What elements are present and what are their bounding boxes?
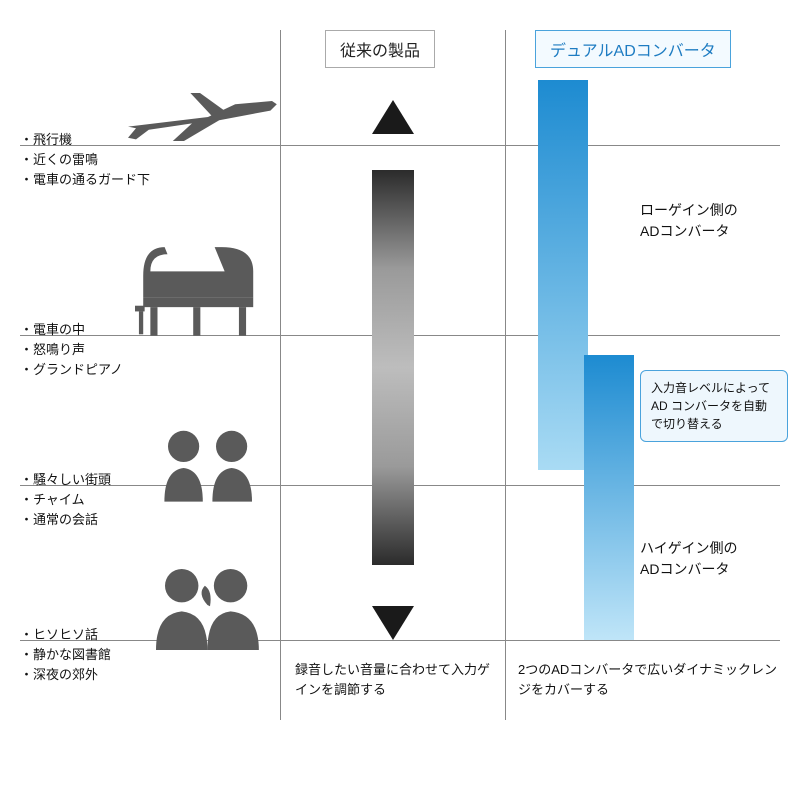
level-2-item-2: ・グランドピアノ bbox=[20, 360, 123, 380]
level-3-item-1: ・チャイム bbox=[20, 490, 111, 510]
level-4-item-2: ・深夜の郊外 bbox=[20, 665, 111, 685]
arrow-up-icon bbox=[372, 100, 414, 134]
header-conventional: 従来の製品 bbox=[325, 30, 435, 68]
arrow-down-icon bbox=[372, 606, 414, 640]
conventional-caption: 録音したい音量に合わせて入力ゲインを調節する bbox=[295, 660, 495, 699]
level-3-item-0: ・騒々しい街頭 bbox=[20, 470, 111, 490]
level-4-labels: ・ヒソヒソ話 ・静かな図書館 ・深夜の郊外 bbox=[20, 625, 111, 685]
level-3-item-2: ・通常の会話 bbox=[20, 510, 111, 530]
arrow-shaft bbox=[372, 170, 414, 565]
high-gain-bar bbox=[584, 355, 634, 640]
dual-caption: 2つのADコンバータで広いダイナミックレンジをカバーする bbox=[518, 660, 788, 699]
level-1-item-1: ・近くの雷鳴 bbox=[20, 150, 150, 170]
low-gain-bar bbox=[538, 80, 588, 470]
header-dual: デュアルADコンバータ bbox=[535, 30, 731, 68]
low-gain-label: ローゲイン側の ADコンバータ bbox=[640, 200, 738, 242]
whisper-icon bbox=[145, 560, 275, 650]
divider-2 bbox=[505, 30, 506, 720]
divider-1 bbox=[280, 30, 281, 720]
level-3-labels: ・騒々しい街頭 ・チャイム ・通常の会話 bbox=[20, 470, 111, 530]
level-4-item-1: ・静かな図書館 bbox=[20, 645, 111, 665]
piano-icon bbox=[135, 240, 280, 340]
level-2-item-1: ・怒鳴り声 bbox=[20, 340, 123, 360]
gridline-4 bbox=[20, 640, 780, 641]
level-4-item-0: ・ヒソヒソ話 bbox=[20, 625, 111, 645]
auto-switch-callout: 入力音レベルによって AD コンバータを自動 で切り替える bbox=[640, 370, 788, 442]
conventional-range-arrow bbox=[373, 100, 413, 640]
ad-converter-diagram: 従来の製品 デュアルADコンバータ ・飛行機 ・近くの雷鳴 ・電車の通るガード下… bbox=[0, 0, 800, 800]
airplane-icon bbox=[120, 85, 280, 149]
level-2-labels: ・電車の中 ・怒鳴り声 ・グランドピアノ bbox=[20, 320, 123, 380]
level-1-item-2: ・電車の通るガード下 bbox=[20, 170, 150, 190]
talking-icon bbox=[150, 420, 270, 504]
high-gain-label: ハイゲイン側の ADコンバータ bbox=[640, 538, 737, 580]
level-2-item-0: ・電車の中 bbox=[20, 320, 123, 340]
